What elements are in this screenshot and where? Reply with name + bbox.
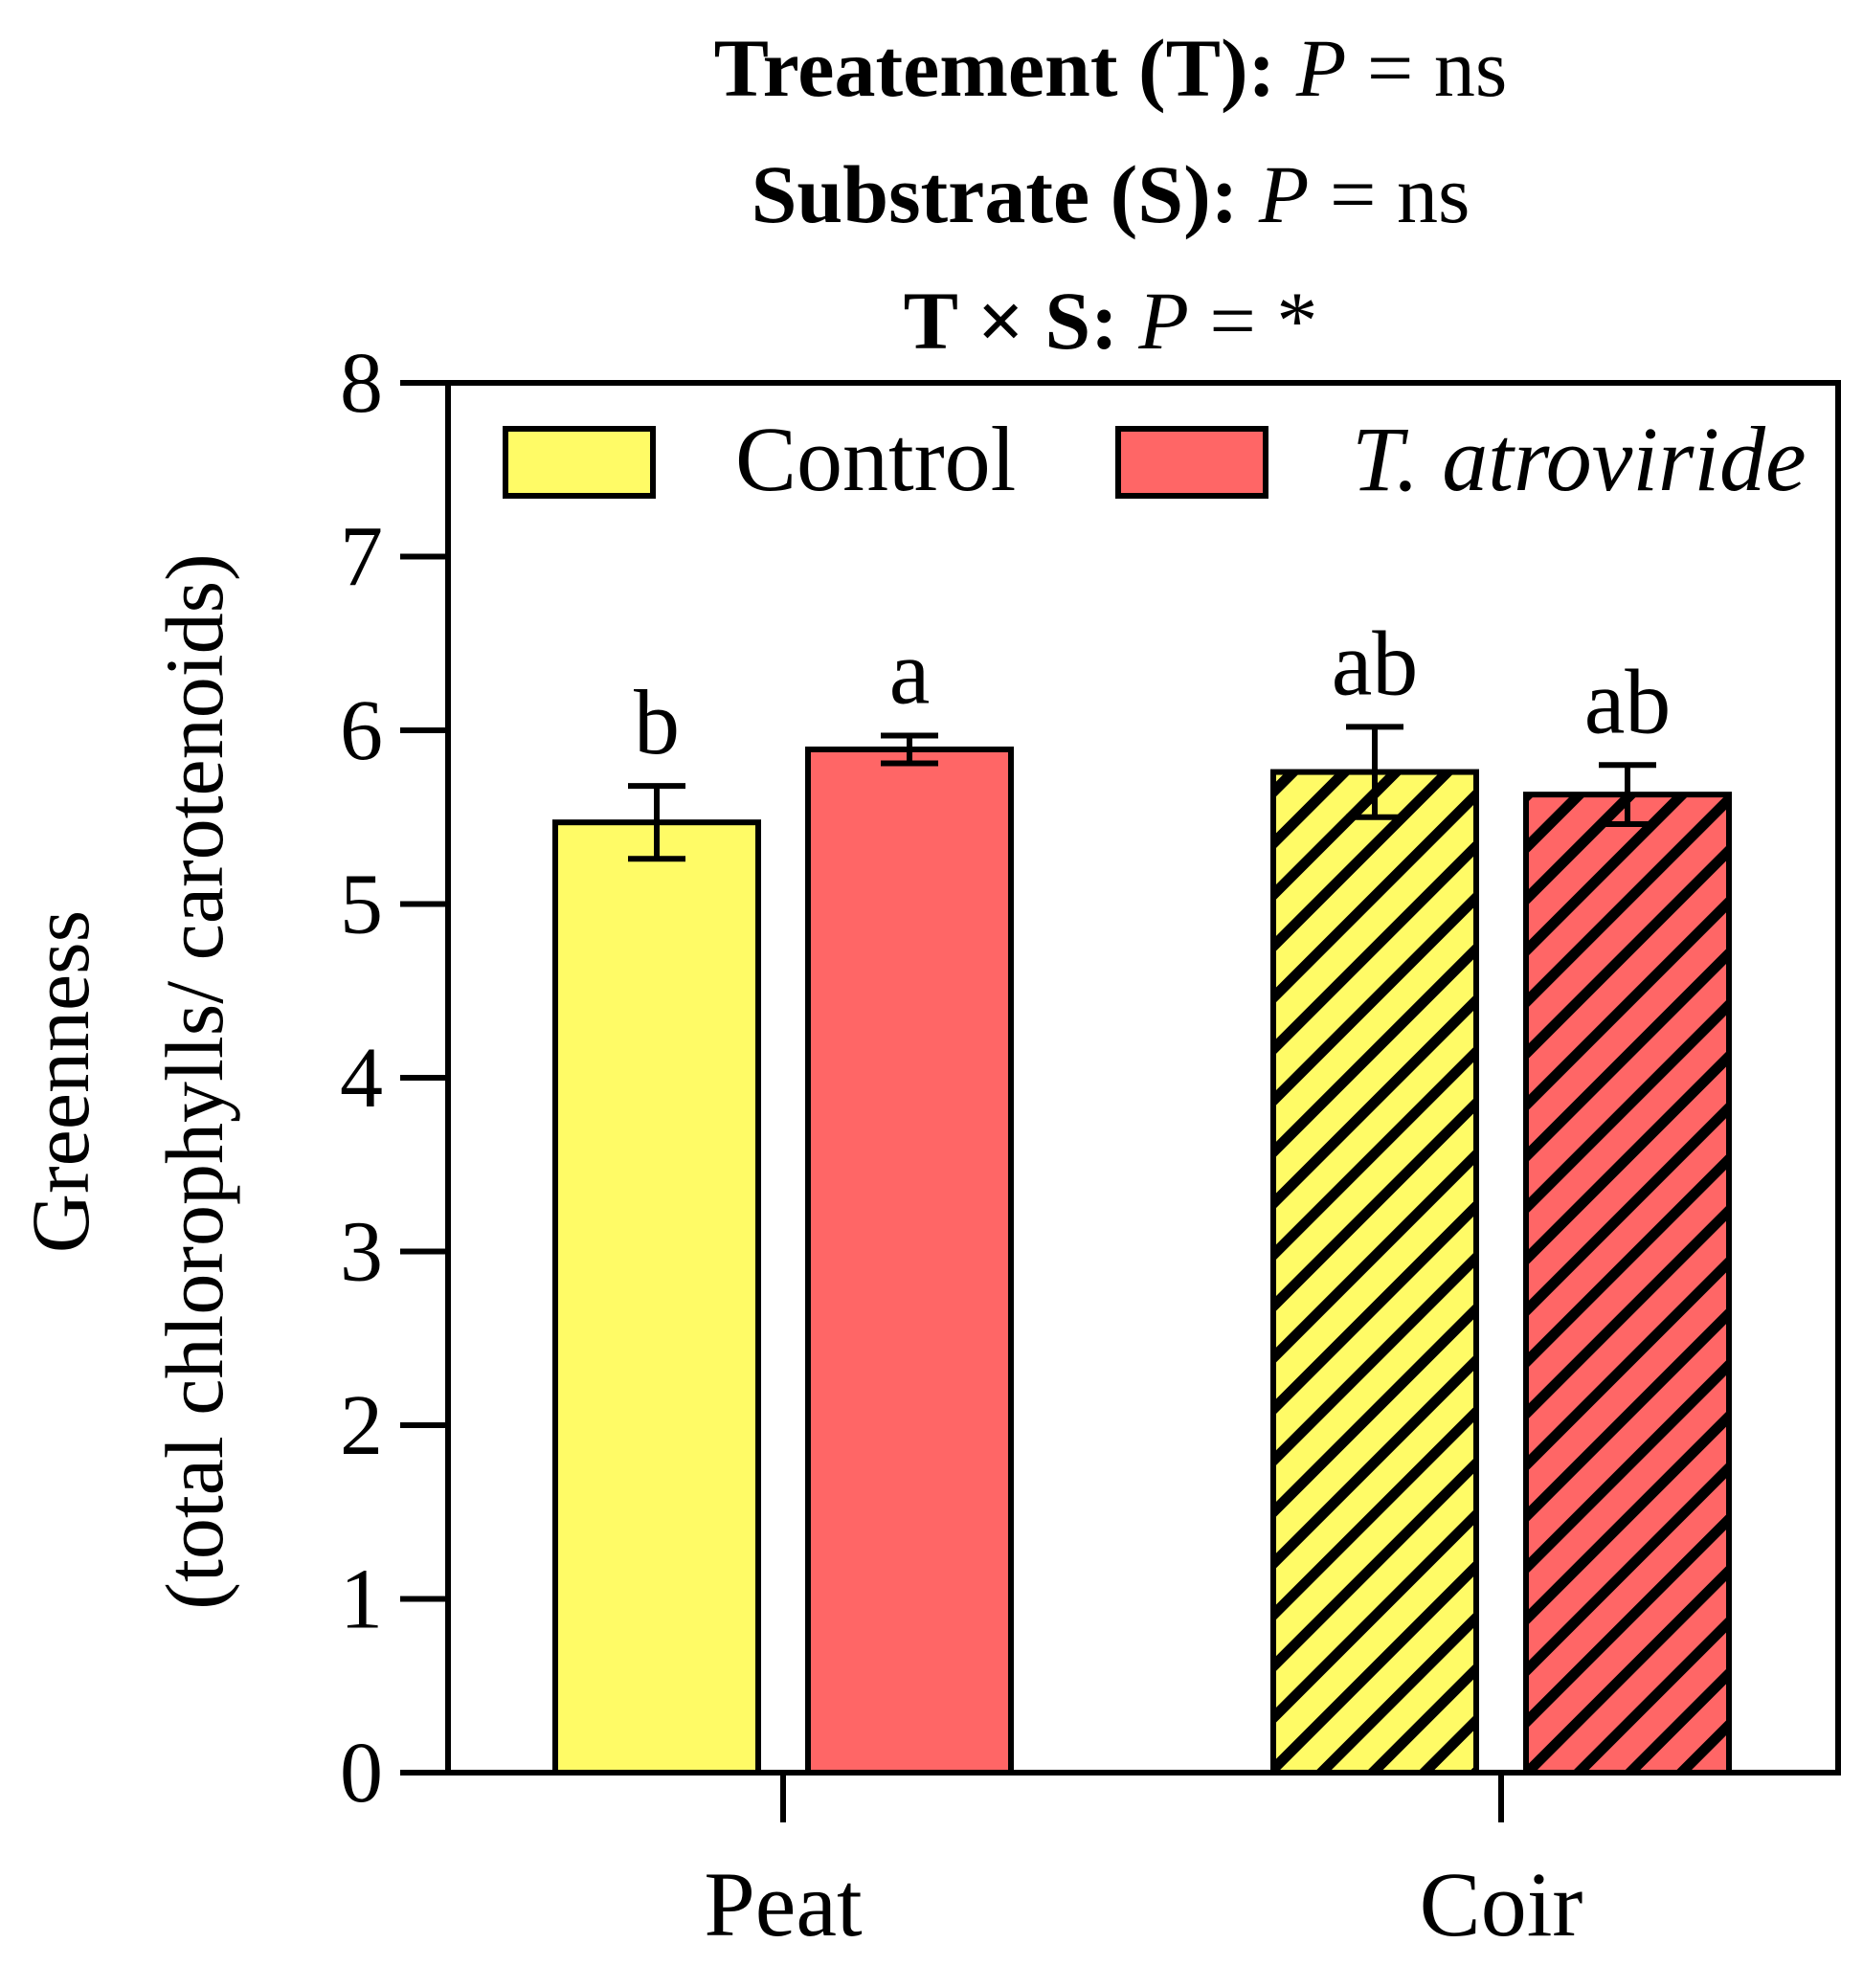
significance-letter: a <box>889 620 931 723</box>
y-tick-label: 2 <box>340 1378 383 1473</box>
y-tick-label: 1 <box>340 1552 383 1647</box>
bar-coir-t-atroviride <box>1523 792 1732 1776</box>
y-tick-label: 7 <box>340 510 383 605</box>
legend-item-t-atroviride: T. atroviride <box>1115 408 1807 510</box>
significance-letter: ab <box>1584 650 1672 752</box>
error-bar <box>628 783 685 862</box>
y-axis-label-line1: Greenness <box>14 910 106 1253</box>
legend-swatch <box>503 426 656 499</box>
legend-item-control: Control <box>503 408 1016 510</box>
plot-area: 0 1 2 3 4 5 6 7 8 Peat b a Coir ab ab Control T. atrovir… <box>340 336 1841 1955</box>
y-tick-label: 3 <box>340 1205 383 1300</box>
title-line-substrate: Substrate (S): P = ns <box>752 148 1470 240</box>
bar-peat-t-atroviride <box>805 746 1014 1776</box>
y-tick-label: 6 <box>340 683 383 778</box>
x-tick-label-peat: Peat <box>704 1853 863 1955</box>
y-tick-label: 0 <box>340 1726 383 1820</box>
title-line-interaction: T × S: P = * <box>904 275 1318 367</box>
error-bar <box>881 732 938 767</box>
error-bar <box>1599 762 1656 828</box>
bar-peat-control <box>552 819 761 1776</box>
y-axis-label: Greenness (total chlorophylls/ carotenoi… <box>14 553 240 1609</box>
y-axis-label-line2: (total chlorophylls/ carotenoids) <box>148 553 240 1609</box>
significance-letter: ab <box>1332 612 1419 714</box>
y-tick-label: 5 <box>340 858 383 952</box>
error-bar <box>1346 724 1403 820</box>
y-tick-label: 4 <box>340 1031 383 1126</box>
legend-label: T. atroviride <box>1352 408 1807 510</box>
legend-label: Control <box>735 408 1016 510</box>
x-tick-label-coir: Coir <box>1420 1853 1583 1955</box>
y-tick-label: 8 <box>340 336 383 431</box>
significance-letter: b <box>634 671 680 773</box>
legend-swatch <box>1115 426 1268 499</box>
title-line-treatment: Treatement (T): P = ns <box>714 22 1508 114</box>
chart-title: Treatement (T): P = ns Substrate (S): P … <box>714 22 1508 367</box>
bar-coir-control <box>1270 769 1479 1776</box>
